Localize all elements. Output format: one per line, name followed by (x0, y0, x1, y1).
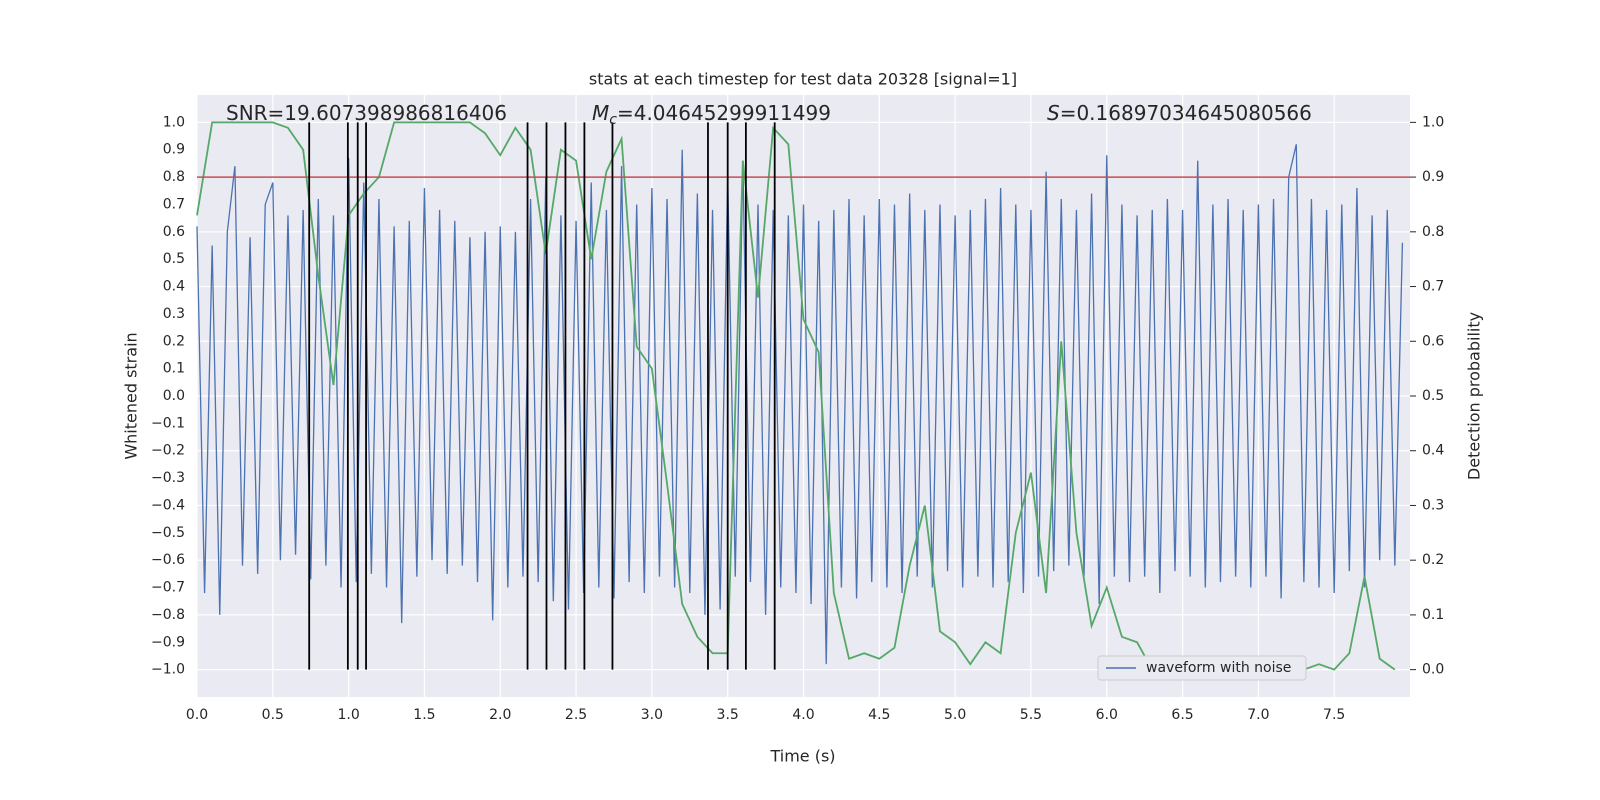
y2-tick-label: 0.5 (1422, 388, 1444, 404)
x-tick-label: 0.0 (186, 707, 208, 723)
y-tick-label: −0.3 (151, 470, 185, 486)
x-tick-label: 6.0 (1096, 707, 1118, 723)
x-tick-label: 3.5 (717, 707, 739, 723)
y2-tick-label: 0.7 (1422, 279, 1444, 295)
y-tick-label: −0.7 (151, 580, 185, 596)
x-tick-label: 0.5 (262, 707, 284, 723)
y-tick-label: −0.1 (151, 415, 185, 431)
y2-tick-label: 1.0 (1422, 114, 1444, 130)
x-tick-label: 4.0 (792, 707, 814, 723)
y2-tick-label: 0.9 (1422, 169, 1444, 185)
x-tick-label: 1.5 (413, 707, 435, 723)
y-tick-label: −0.2 (151, 443, 185, 459)
y2-tick-label: 0.1 (1422, 607, 1444, 623)
y-tick-label: −0.5 (151, 525, 185, 541)
y-tick-label: −0.4 (151, 497, 185, 513)
y-tick-label: 0.1 (163, 361, 185, 377)
chart-title: stats at each timestep for test data 203… (589, 70, 1017, 89)
y-tick-label: −0.8 (151, 607, 185, 623)
y2-tick-label: 0.2 (1422, 552, 1444, 568)
legend-box (1097, 655, 1307, 681)
x-tick-label: 4.5 (868, 707, 890, 723)
y-tick-label: 1.0 (163, 114, 185, 130)
x-tick-label: 1.0 (337, 707, 359, 723)
y-tick-label: −1.0 (151, 662, 185, 678)
x-tick-label: 2.5 (565, 707, 587, 723)
y-tick-label: 0.9 (163, 142, 185, 158)
y2-tick-label: 0.8 (1422, 224, 1444, 240)
y2-tick-label: 0.0 (1422, 662, 1444, 678)
annotation-symbol: S (1047, 101, 1060, 125)
y-tick-label: 0.8 (163, 169, 185, 185)
annotation: Mc=4.04645299911499 (592, 101, 831, 129)
y-tick-label: 0.7 (163, 196, 185, 212)
annotation-subscript: c (609, 112, 617, 128)
x-tick-label: 5.5 (1020, 707, 1042, 723)
y-tick-label: 0.2 (163, 333, 185, 349)
legend-label: waveform with noise (1146, 660, 1291, 676)
annotation-text: =4.04645299911499 (617, 101, 831, 125)
x-tick-label: 6.5 (1171, 707, 1193, 723)
y-tick-label: 0.5 (163, 251, 185, 267)
annotation-text: SNR=19.607398986816406 (226, 101, 507, 125)
y-axis-label: Whitened strain (122, 332, 141, 459)
y2-axis-label: Detection probability (1465, 312, 1484, 480)
annotation-text: =0.16897034645080566 (1060, 101, 1312, 125)
annotation: S=0.16897034645080566 (1047, 101, 1312, 125)
series-line (196, 144, 1404, 665)
y-tick-label: 0.3 (163, 306, 185, 322)
x-tick-label: 2.0 (489, 707, 511, 723)
x-axis-label: Time (s) (769, 747, 835, 766)
x-tick-label: 5.0 (944, 707, 966, 723)
y-tick-label: 0.6 (163, 224, 185, 240)
y-tick-label: −0.9 (151, 634, 185, 650)
x-tick-label: 7.5 (1323, 707, 1345, 723)
y-tick-label: 0.0 (163, 388, 185, 404)
annotation-symbol: M (592, 101, 609, 125)
annotation: SNR=19.607398986816406 (226, 101, 507, 125)
y2-tick-label: 0.3 (1422, 497, 1444, 513)
y2-tick-label: 0.6 (1422, 333, 1444, 349)
x-tick-label: 7.0 (1247, 707, 1269, 723)
y2-tick-label: 0.4 (1422, 443, 1444, 459)
y-tick-label: 0.4 (163, 279, 185, 295)
y-tick-label: −0.6 (151, 552, 185, 568)
x-tick-label: 3.0 (641, 707, 663, 723)
